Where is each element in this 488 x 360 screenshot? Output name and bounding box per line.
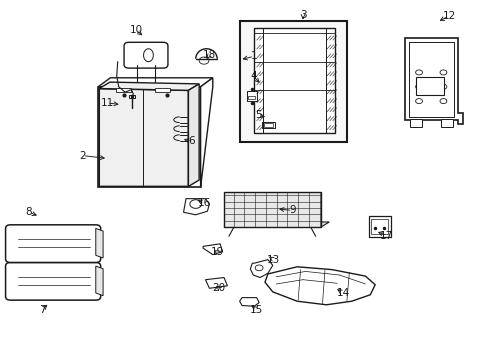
Text: 6: 6 [188,136,195,146]
Text: 19: 19 [211,247,224,257]
Bar [408,41,453,117]
Bar [155,88,169,92]
Polygon shape [99,82,199,90]
Bar [415,77,444,95]
Text: 12: 12 [442,11,455,21]
Bar [129,95,135,98]
Text: 13: 13 [266,255,280,265]
Bar [116,88,131,92]
Bar [261,122,275,128]
Polygon shape [98,78,212,87]
Polygon shape [224,192,320,227]
Bar [254,28,334,134]
Text: 11: 11 [100,98,113,108]
Bar [246,91,256,101]
Bar [370,219,387,234]
Text: 14: 14 [336,288,349,298]
Text: 17: 17 [380,231,393,240]
Text: 9: 9 [288,206,295,216]
Polygon shape [405,38,462,124]
Text: 2: 2 [79,150,86,161]
FancyBboxPatch shape [5,262,101,300]
Text: 8: 8 [25,207,32,217]
Bar [409,119,422,127]
Polygon shape [200,78,212,187]
Text: 20: 20 [212,283,225,293]
Polygon shape [250,260,272,278]
Polygon shape [188,84,199,186]
FancyBboxPatch shape [5,225,101,262]
Polygon shape [264,267,374,305]
Text: 1: 1 [250,51,257,61]
Polygon shape [96,266,103,296]
Polygon shape [205,278,227,288]
Bar [440,119,452,127]
Polygon shape [239,298,259,306]
Polygon shape [96,228,103,258]
Bar [248,96,255,99]
FancyBboxPatch shape [124,42,167,68]
Text: 16: 16 [198,198,211,208]
Text: 18: 18 [203,50,216,60]
Polygon shape [183,199,209,215]
Text: 7: 7 [39,305,45,315]
Polygon shape [99,89,188,186]
Text: 10: 10 [129,25,142,35]
Text: 5: 5 [254,111,261,121]
Bar [368,216,390,237]
Polygon shape [224,222,329,227]
Bar [263,123,273,127]
Polygon shape [203,244,222,255]
Text: 4: 4 [249,71,256,81]
Text: 3: 3 [299,10,305,20]
Polygon shape [98,87,200,187]
Text: 15: 15 [249,305,263,315]
Bar [239,21,346,142]
